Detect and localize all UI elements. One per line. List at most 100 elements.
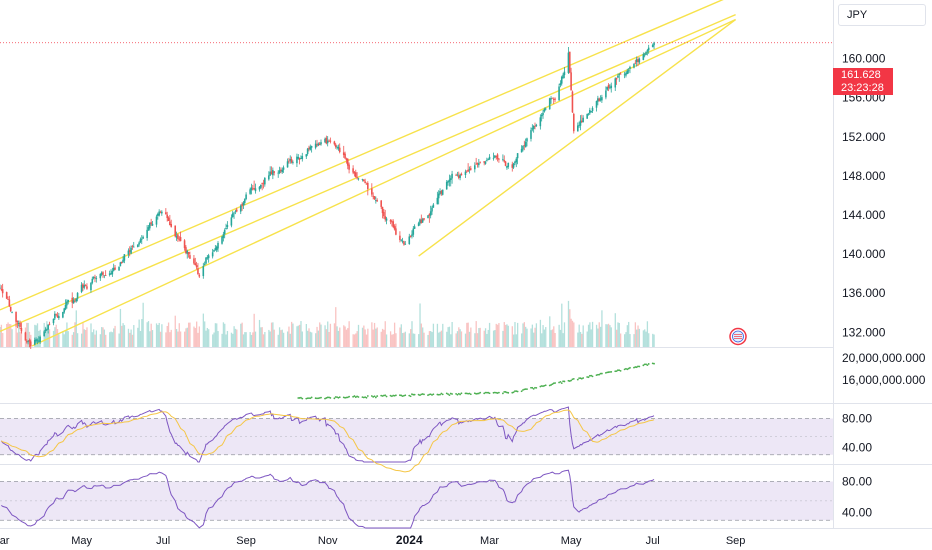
obv-dot xyxy=(301,397,304,400)
candle-body xyxy=(86,286,88,289)
volume-bar xyxy=(364,329,366,347)
obv-dot xyxy=(456,393,459,396)
candle-body xyxy=(389,220,392,222)
volume-bar xyxy=(27,322,29,347)
candle-body xyxy=(24,332,27,341)
volume-bar xyxy=(447,327,449,347)
currency-selector[interactable]: JPY xyxy=(838,4,926,26)
volume-bar xyxy=(122,323,124,347)
obv-dot xyxy=(374,396,377,399)
candle-body xyxy=(625,73,627,76)
volume-bar xyxy=(609,325,611,347)
candle-body xyxy=(91,278,94,283)
candle-body xyxy=(155,216,158,225)
obv-dot xyxy=(334,396,337,398)
volume-bar xyxy=(286,331,289,347)
last-price-badge: 161.628 xyxy=(833,68,893,82)
candle-body xyxy=(136,244,139,247)
candle-body xyxy=(618,74,621,76)
candle-body xyxy=(104,275,107,276)
volume-bar xyxy=(391,334,393,347)
volume-bar xyxy=(535,323,538,347)
candle-body xyxy=(511,164,514,168)
candle-body xyxy=(282,167,285,170)
candle-body xyxy=(147,227,150,230)
candle-body xyxy=(488,156,491,160)
volume-bar xyxy=(458,327,460,347)
volume-bar xyxy=(119,308,122,347)
candle-body xyxy=(440,191,443,194)
volume-bar xyxy=(296,326,298,347)
volume-bar xyxy=(361,327,364,347)
volume-bar xyxy=(567,300,570,347)
volume-bar xyxy=(167,322,170,347)
candle-body xyxy=(261,183,263,184)
candle-body xyxy=(437,193,440,199)
candle-body xyxy=(451,173,453,179)
candle-body xyxy=(165,212,167,215)
candle-body xyxy=(305,154,308,157)
volume-bar xyxy=(308,328,310,347)
candle-body xyxy=(504,161,507,166)
volume-bar xyxy=(392,334,394,347)
candle-body xyxy=(127,250,130,255)
volume-bar xyxy=(58,334,60,347)
obv-dot xyxy=(431,394,433,396)
candle-body xyxy=(420,219,423,224)
volume-bar xyxy=(439,331,441,347)
candle-body xyxy=(63,308,65,313)
candle-body xyxy=(298,158,301,160)
volume-bar xyxy=(86,327,88,347)
candle-body xyxy=(44,329,47,331)
candle-body xyxy=(468,169,471,171)
volume-bar xyxy=(232,333,234,347)
volume-bar xyxy=(504,324,507,347)
candle-body xyxy=(48,323,51,325)
obv-dot xyxy=(646,364,649,366)
obv-dot xyxy=(492,391,495,394)
candle-body xyxy=(254,188,257,192)
obv-dot xyxy=(392,394,395,397)
candle-body xyxy=(46,329,48,331)
candle-body xyxy=(646,50,649,52)
candle-body xyxy=(522,145,524,150)
obv-dot xyxy=(437,393,440,396)
volume-bar xyxy=(249,332,251,347)
candle-body xyxy=(383,212,385,217)
candle-body xyxy=(231,213,234,218)
obv-dot xyxy=(457,392,460,395)
candle-body xyxy=(344,153,346,159)
volume-bar xyxy=(474,333,476,347)
candle-body xyxy=(645,51,647,55)
obv-dot xyxy=(552,382,555,385)
volume-bar xyxy=(550,330,552,347)
candle-body xyxy=(487,158,489,160)
volume-bar xyxy=(109,332,111,347)
candle-body xyxy=(234,210,237,212)
volume-bar xyxy=(478,328,480,347)
volume-bar xyxy=(226,330,229,347)
volume-bar xyxy=(423,332,425,347)
candle-body xyxy=(99,273,102,279)
candle-body xyxy=(342,152,345,155)
volume-bar xyxy=(264,332,266,347)
candle-body xyxy=(273,171,275,173)
volume-bar xyxy=(325,329,328,347)
candle-body xyxy=(365,183,368,185)
volume-bar xyxy=(337,330,340,347)
volume-bar xyxy=(569,309,571,347)
volume-bar xyxy=(213,332,215,347)
volume-bar xyxy=(344,326,346,347)
volume-bar xyxy=(147,321,150,347)
volume-bar xyxy=(289,333,291,347)
volume-bar xyxy=(559,329,562,347)
volume-bar xyxy=(385,334,388,347)
obv-dot xyxy=(618,369,621,372)
candle-body xyxy=(194,263,197,266)
volume-bar xyxy=(617,322,619,347)
volume-bar xyxy=(333,323,336,347)
candle-body xyxy=(393,226,396,230)
obv-dot xyxy=(488,392,491,395)
volume-bar xyxy=(244,332,246,347)
